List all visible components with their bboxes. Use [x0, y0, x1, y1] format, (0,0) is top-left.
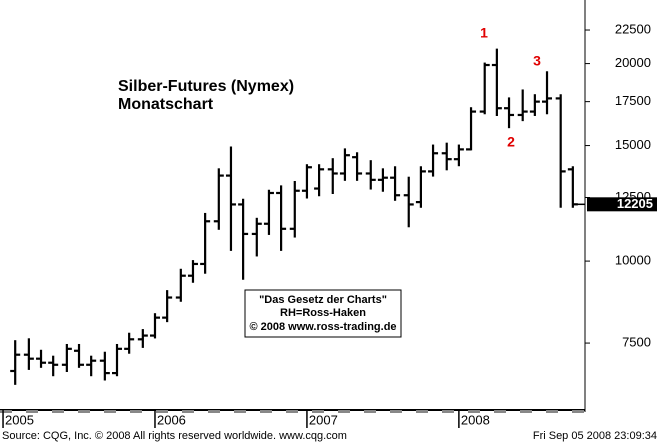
annotation: 1 [480, 25, 488, 41]
y-tick-label: 7500 [622, 335, 651, 350]
x-tick-label: 2007 [309, 412, 338, 427]
y-tick-label: 17500 [615, 93, 651, 108]
x-tick-label: 2008 [461, 412, 490, 427]
note-line: "Das Gesetz der Charts" [259, 294, 387, 306]
annotation: 2 [507, 134, 515, 150]
last-value-box [587, 197, 657, 212]
last-value-label: 12205 [617, 196, 653, 211]
y-tick-label: 10000 [615, 253, 651, 268]
chart-title: Silber-Futures (Nymex) [118, 78, 294, 95]
chart-subtitle: Monatschart [118, 96, 214, 113]
timestamp: Fri Sep 05 2008 23:09:34 [533, 430, 657, 442]
x-tick-label: 2005 [5, 412, 34, 427]
y-tick-label: 22500 [615, 21, 651, 36]
y-tick-label: 20000 [615, 55, 651, 70]
note-line: RH=Ross-Haken [280, 307, 366, 319]
note-line: © 2008 www.ross-trading.de [249, 321, 396, 333]
annotation: 3 [533, 53, 541, 69]
x-tick-label: 2006 [157, 412, 186, 427]
note-box [244, 289, 402, 338]
y-tick-label: 15000 [615, 137, 651, 152]
source: Source: CQG, Inc. © 2008 All rights rese… [2, 430, 347, 442]
